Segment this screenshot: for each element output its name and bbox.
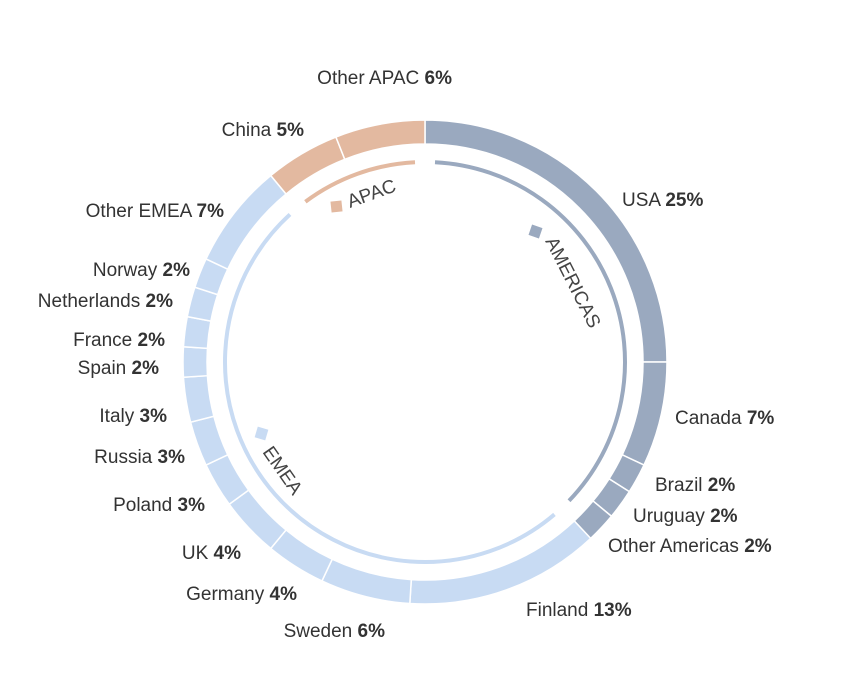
label-italy: Italy 3% bbox=[99, 406, 167, 427]
segment-other-emea bbox=[205, 174, 288, 271]
outer-ring bbox=[182, 119, 668, 605]
region-arc-americas bbox=[434, 160, 627, 503]
label-other-apac: Other APAC 6% bbox=[317, 68, 452, 89]
label-china: China 5% bbox=[222, 120, 304, 141]
label-sweden: Sweden 6% bbox=[284, 621, 386, 642]
segment-italy bbox=[182, 374, 215, 424]
label-norway: Norway 2% bbox=[93, 260, 190, 281]
segment-labels: USA 25% Canada 7% Brazil 2% Uruguay 2% Other… bbox=[38, 68, 775, 642]
label-france: France 2% bbox=[73, 330, 165, 351]
label-spain: Spain 2% bbox=[78, 358, 159, 379]
region-labels: AMERICAS EMEA APAC bbox=[254, 176, 605, 499]
label-germany: Germany 4% bbox=[186, 584, 297, 605]
segment-spain bbox=[182, 346, 209, 378]
segment-other-apac bbox=[334, 119, 426, 161]
segment-sweden bbox=[320, 558, 413, 605]
label-finland: Finland 13% bbox=[526, 600, 632, 621]
label-other-americas: Other Americas 2% bbox=[608, 536, 772, 557]
region-marker-emea bbox=[254, 426, 269, 441]
region-label-americas: AMERICAS bbox=[541, 234, 605, 332]
label-russia: Russia 3% bbox=[94, 447, 185, 468]
label-brazil: Brazil 2% bbox=[655, 475, 735, 496]
label-canada: Canada 7% bbox=[675, 408, 774, 429]
label-uk: UK 4% bbox=[182, 543, 241, 564]
region-ring bbox=[223, 160, 627, 564]
region-label-emea: EMEA bbox=[258, 443, 306, 499]
segment-france bbox=[182, 315, 212, 350]
label-uruguay: Uruguay 2% bbox=[633, 506, 738, 527]
segment-canada bbox=[621, 361, 668, 467]
label-other-emea: Other EMEA 7% bbox=[86, 201, 224, 222]
region-arc-apac bbox=[304, 160, 416, 204]
region-label-apac: APAC bbox=[345, 176, 399, 213]
label-poland: Poland 3% bbox=[113, 495, 205, 516]
region-arc-emea bbox=[223, 212, 556, 564]
segment-russia bbox=[189, 415, 229, 467]
region-marker-apac bbox=[330, 200, 343, 213]
label-netherlands: Netherlands 2% bbox=[38, 291, 173, 312]
label-usa: USA 25% bbox=[622, 190, 703, 211]
region-marker-americas bbox=[528, 224, 543, 239]
